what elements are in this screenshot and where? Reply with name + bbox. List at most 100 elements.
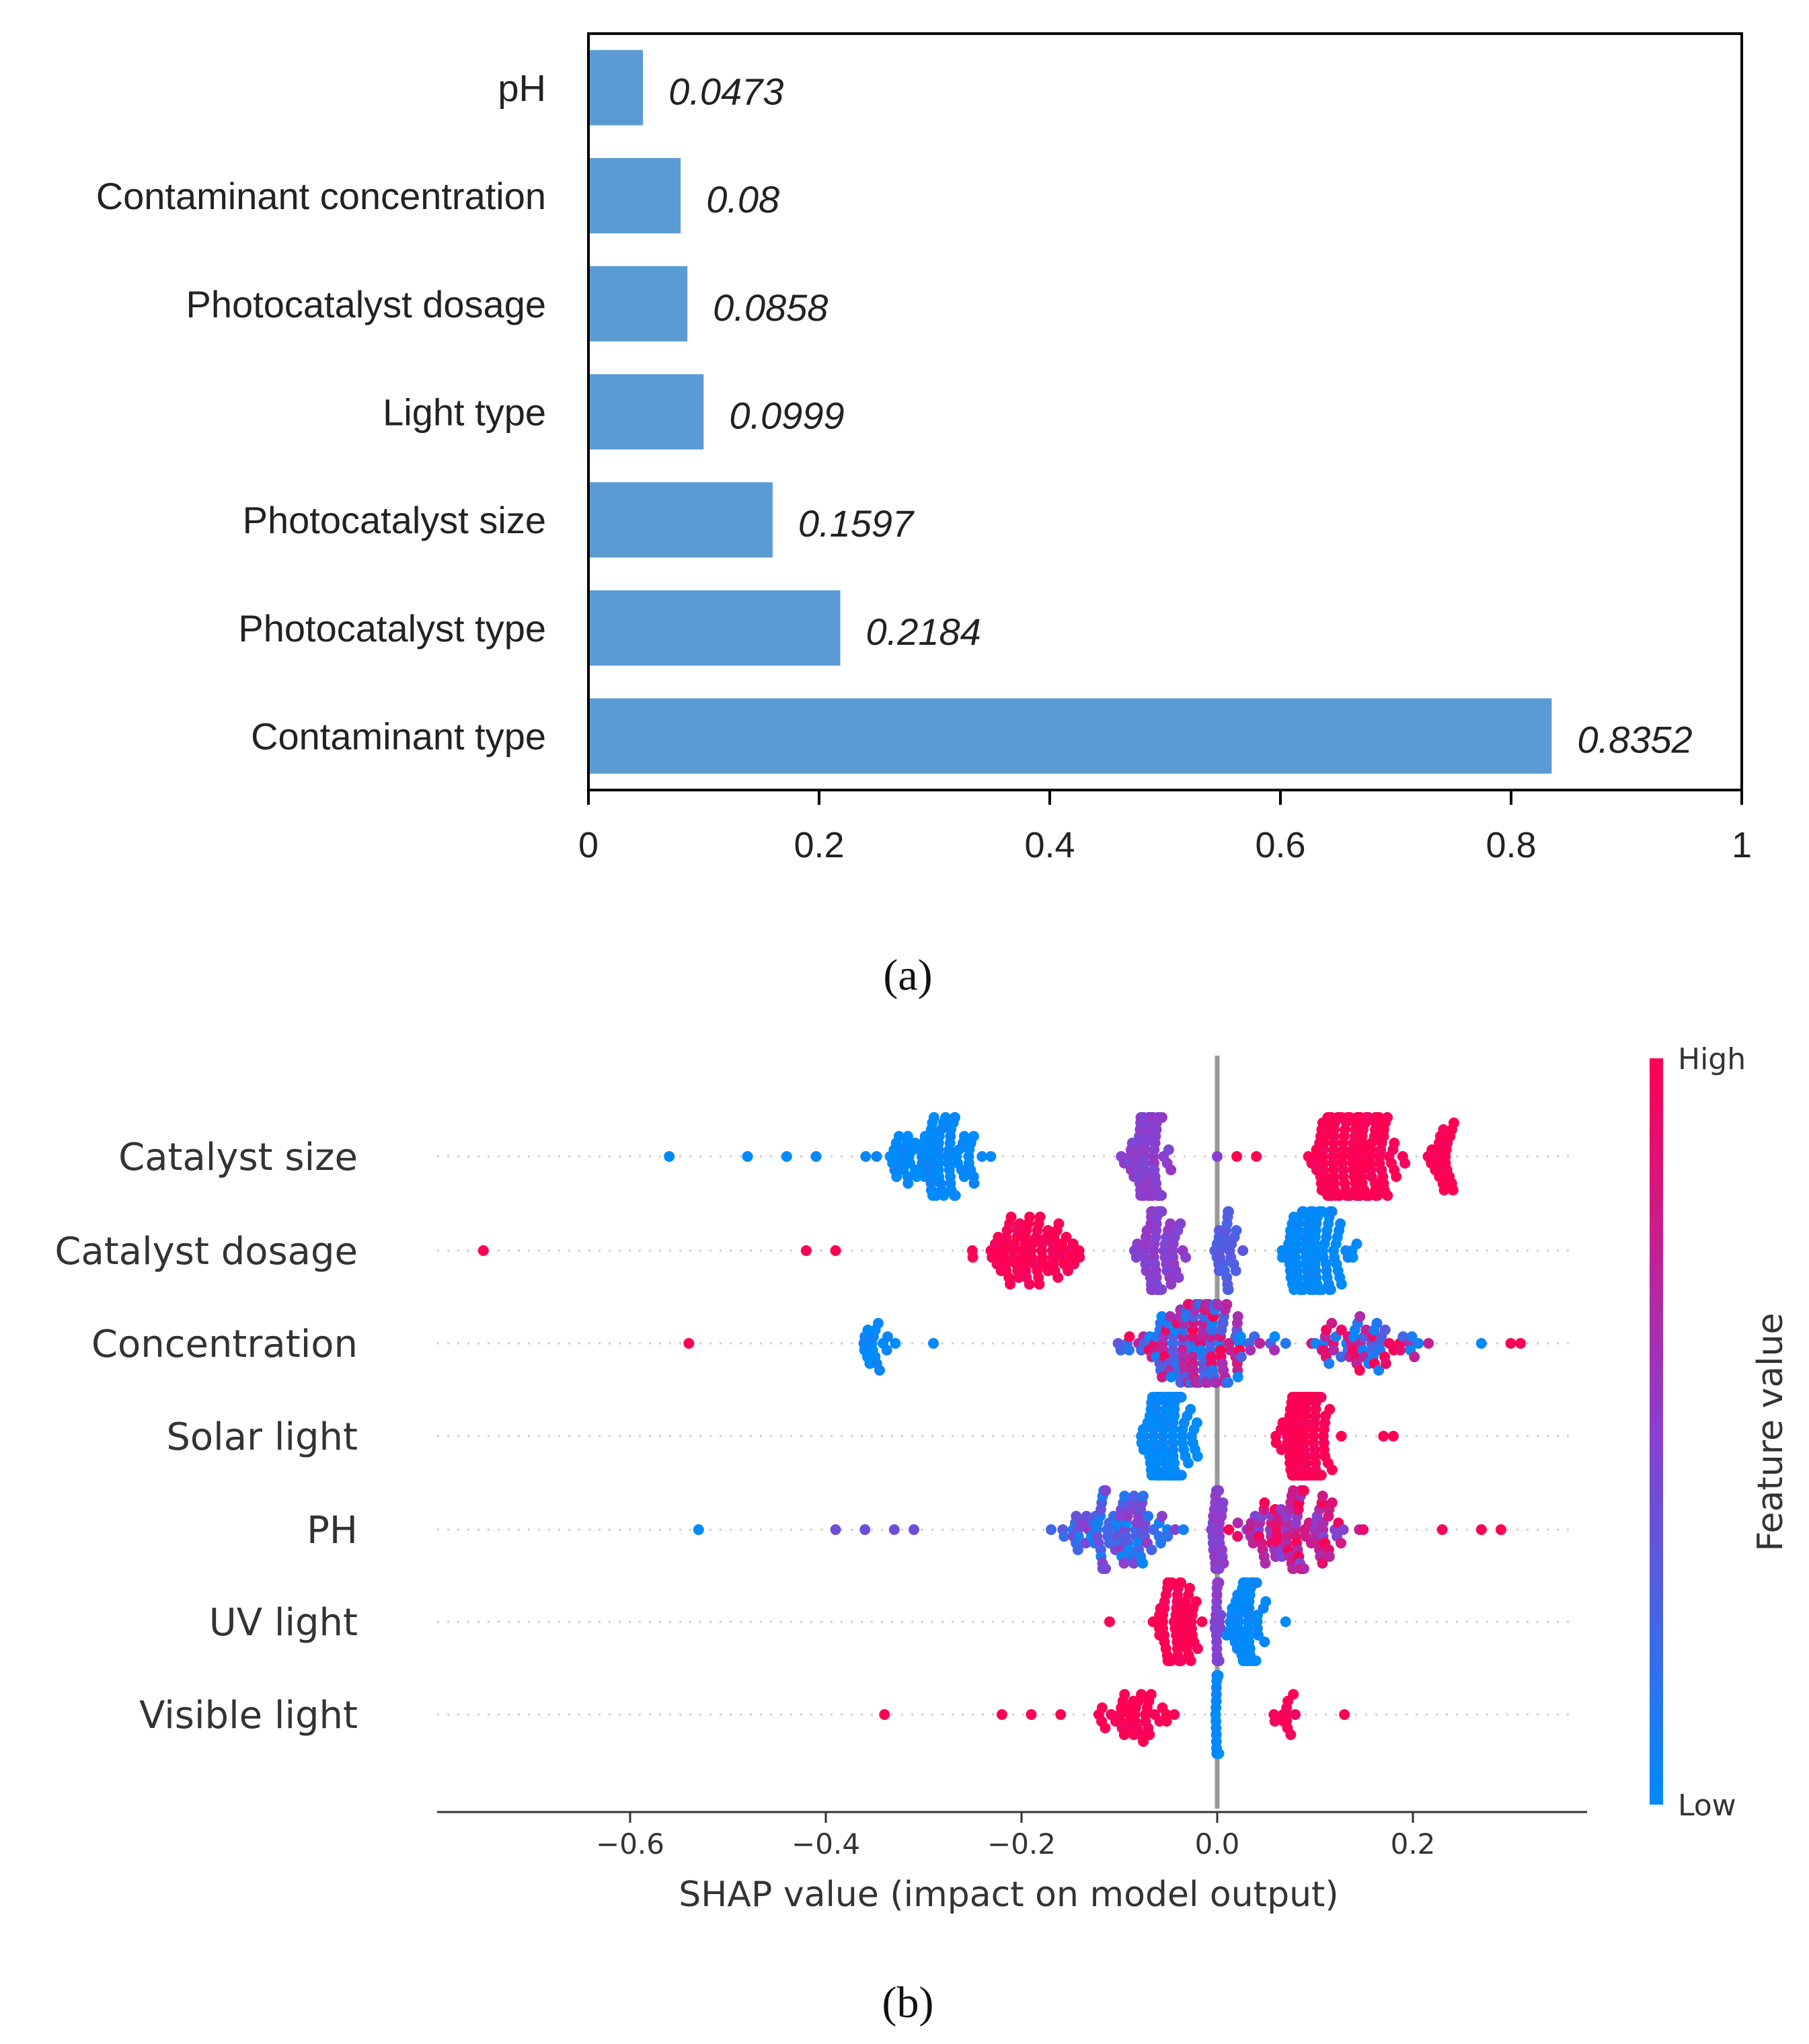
point-1 bbox=[1231, 1225, 1242, 1236]
point-2 bbox=[1269, 1331, 1280, 1342]
value-label-0: 0.0473 bbox=[668, 70, 783, 112]
point-2 bbox=[1323, 1358, 1335, 1369]
point-2 bbox=[1245, 1345, 1256, 1355]
point-2 bbox=[1165, 1372, 1177, 1382]
point-4 bbox=[909, 1524, 919, 1535]
point-4 bbox=[1178, 1524, 1189, 1535]
x-tick-label-b-0: −0.6 bbox=[596, 1827, 664, 1860]
point-5 bbox=[1185, 1655, 1196, 1666]
point-4 bbox=[1326, 1497, 1338, 1508]
point-0 bbox=[1212, 1151, 1223, 1162]
point-6 bbox=[879, 1709, 890, 1720]
point-1 bbox=[967, 1252, 978, 1263]
point-0 bbox=[1163, 1144, 1174, 1155]
point-5 bbox=[1280, 1616, 1291, 1627]
point-4 bbox=[1260, 1558, 1271, 1569]
point-6 bbox=[1269, 1716, 1280, 1727]
point-3 bbox=[1315, 1470, 1327, 1481]
point-6 bbox=[996, 1709, 1007, 1720]
point-1 bbox=[1074, 1252, 1085, 1263]
point-2 bbox=[1475, 1338, 1487, 1349]
point-4 bbox=[1223, 1524, 1235, 1535]
point-1 bbox=[1034, 1279, 1045, 1290]
point-6 bbox=[1144, 1729, 1155, 1740]
point-2 bbox=[1395, 1345, 1406, 1355]
point-2 bbox=[873, 1318, 884, 1329]
point-2 bbox=[1515, 1338, 1527, 1349]
point-0 bbox=[910, 1138, 921, 1148]
point-6 bbox=[1100, 1723, 1111, 1733]
point-2 bbox=[1254, 1338, 1266, 1349]
point-2 bbox=[1380, 1358, 1391, 1369]
point-4 bbox=[1081, 1511, 1092, 1522]
point-0 bbox=[893, 1131, 905, 1142]
point-4 bbox=[1217, 1497, 1229, 1508]
point-1 bbox=[1052, 1272, 1064, 1283]
bar-6 bbox=[588, 698, 1552, 774]
point-1 bbox=[1230, 1265, 1241, 1276]
point-1 bbox=[993, 1232, 1004, 1243]
colorbar-title: Feature value bbox=[1750, 1312, 1791, 1551]
point-6 bbox=[1161, 1716, 1172, 1727]
point-1 bbox=[1130, 1252, 1142, 1263]
point-6 bbox=[1096, 1702, 1108, 1713]
point-6 bbox=[1119, 1689, 1130, 1700]
point-6 bbox=[1285, 1729, 1297, 1740]
point-0 bbox=[1382, 1190, 1393, 1201]
point-1 bbox=[1013, 1272, 1024, 1283]
point-0 bbox=[1156, 1190, 1167, 1201]
point-0 bbox=[968, 1178, 980, 1189]
point-2 bbox=[1336, 1325, 1347, 1335]
point-4 bbox=[1317, 1558, 1328, 1569]
point-2 bbox=[1223, 1377, 1234, 1388]
point-4 bbox=[1072, 1544, 1083, 1555]
point-0 bbox=[871, 1151, 882, 1162]
point-4 bbox=[1169, 1524, 1181, 1535]
point-2 bbox=[1269, 1345, 1280, 1355]
point-1 bbox=[1156, 1206, 1167, 1217]
point-0 bbox=[950, 1190, 961, 1201]
point-1 bbox=[1024, 1212, 1036, 1222]
feature-label-4: PH bbox=[307, 1509, 358, 1552]
point-2 bbox=[1235, 1331, 1246, 1342]
point-1 bbox=[1132, 1239, 1143, 1249]
plot-frame bbox=[587, 32, 1743, 791]
point-4 bbox=[1137, 1491, 1149, 1501]
point-2 bbox=[928, 1338, 939, 1349]
point-2 bbox=[1124, 1345, 1134, 1355]
x-axis-title: SHAP value (impact on model output) bbox=[679, 1875, 1338, 1915]
point-0 bbox=[1157, 1112, 1167, 1123]
point-4 bbox=[1156, 1511, 1167, 1522]
point-1 bbox=[1005, 1279, 1016, 1290]
point-2 bbox=[882, 1331, 893, 1342]
point-1 bbox=[1351, 1239, 1362, 1249]
x-tick-label-3: 0.6 bbox=[1255, 825, 1305, 865]
point-1 bbox=[1165, 1218, 1176, 1229]
feature-label-3: Solar light bbox=[166, 1415, 358, 1459]
point-0 bbox=[810, 1151, 822, 1162]
point-6 bbox=[1290, 1709, 1301, 1720]
point-0 bbox=[902, 1178, 914, 1189]
point-5 bbox=[1260, 1596, 1272, 1607]
point-1 bbox=[1005, 1212, 1017, 1222]
point-0 bbox=[950, 1112, 960, 1123]
point-1 bbox=[1237, 1245, 1249, 1256]
point-2 bbox=[1280, 1338, 1291, 1349]
bar-4 bbox=[588, 482, 773, 558]
point-4 bbox=[1299, 1563, 1309, 1574]
point-4 bbox=[1218, 1558, 1229, 1569]
x-tick-label-b-2: −0.2 bbox=[987, 1827, 1056, 1860]
feature-label-1: Catalyst dosage bbox=[54, 1230, 358, 1273]
point-2 bbox=[1328, 1345, 1340, 1355]
point-0 bbox=[958, 1171, 970, 1182]
point-4 bbox=[1162, 1531, 1173, 1542]
point-0 bbox=[985, 1151, 997, 1162]
point-5 bbox=[1250, 1655, 1262, 1666]
point-1 bbox=[830, 1245, 841, 1256]
x-tick-label-b-4: 0.2 bbox=[1391, 1827, 1436, 1860]
point-1 bbox=[1336, 1279, 1347, 1290]
point-4 bbox=[1317, 1491, 1328, 1501]
x-tick-label-0: 0 bbox=[578, 825, 599, 865]
point-1 bbox=[1165, 1279, 1177, 1290]
point-4 bbox=[693, 1524, 704, 1535]
